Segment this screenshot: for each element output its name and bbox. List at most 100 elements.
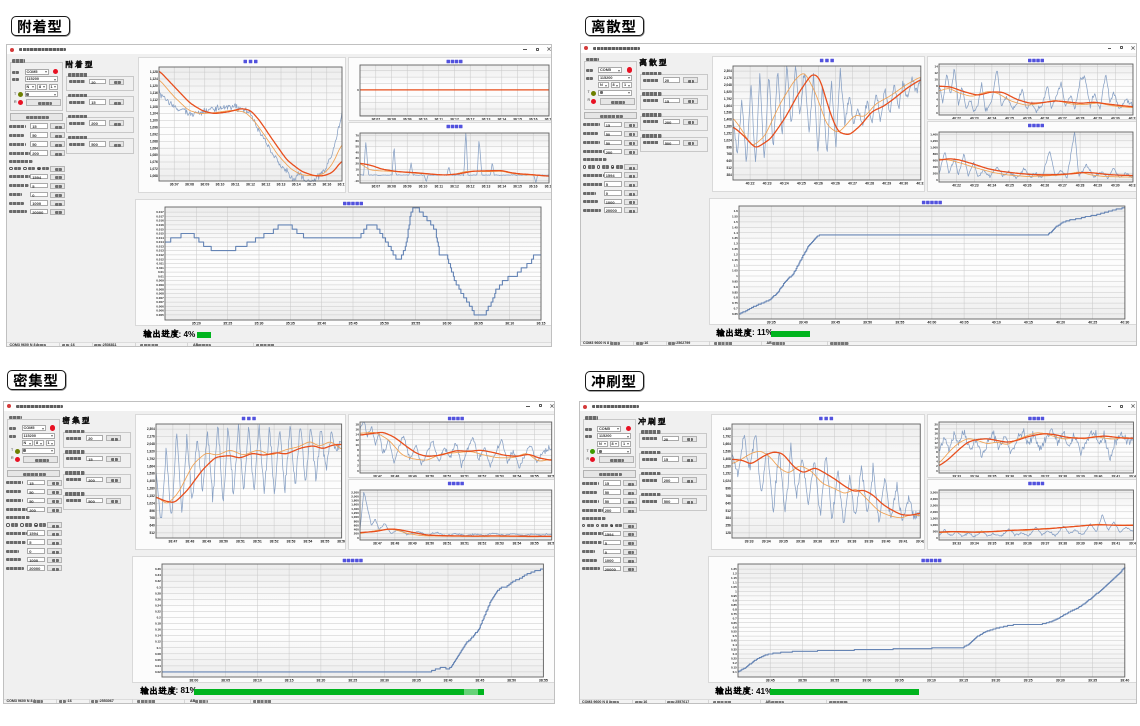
- svg-text:38:48: 38:48: [391, 541, 400, 545]
- svg-text:39:40: 39:40: [1093, 475, 1102, 477]
- svg-text:38:25: 38:25: [348, 678, 357, 681]
- svg-text:1,080: 1,080: [150, 153, 158, 157]
- svg-text:768: 768: [726, 152, 732, 156]
- svg-text:38:56: 38:56: [547, 541, 555, 545]
- svg-text:0: 0: [357, 535, 359, 539]
- svg-text:1,108: 1,108: [150, 105, 158, 109]
- svg-text:40:24: 40:24: [988, 183, 997, 187]
- svg-text:1,500: 1,500: [930, 516, 938, 520]
- svg-text:1,072: 1,072: [150, 167, 158, 171]
- svg-text:38:54: 38:54: [513, 474, 522, 476]
- svg-text:800: 800: [354, 519, 359, 523]
- svg-text:36:09: 36:09: [403, 185, 412, 189]
- svg-text:39:41: 39:41: [1111, 542, 1120, 546]
- svg-text:38:35: 38:35: [412, 678, 421, 681]
- svg-text:800: 800: [933, 151, 938, 155]
- svg-text:0.9: 0.9: [732, 598, 737, 602]
- svg-text:60: 60: [355, 139, 359, 143]
- svg-text:12: 12: [935, 71, 939, 75]
- svg-text:6: 6: [936, 455, 938, 459]
- svg-text:1,920: 1,920: [723, 90, 731, 94]
- svg-text:2,176: 2,176: [147, 434, 155, 438]
- svg-text:1,792: 1,792: [147, 456, 155, 460]
- svg-text:1,024: 1,024: [147, 501, 155, 505]
- svg-text:0.12: 0.12: [155, 639, 161, 643]
- svg-text:1,664: 1,664: [147, 464, 155, 468]
- svg-text:70: 70: [355, 133, 359, 137]
- svg-text:39:38: 39:38: [1058, 542, 1067, 546]
- svg-text:40:30: 40:30: [899, 181, 908, 185]
- svg-text:38:20: 38:20: [316, 678, 325, 681]
- svg-text:1,800: 1,800: [351, 498, 359, 502]
- svg-text:0.3: 0.3: [157, 585, 162, 589]
- svg-text:128: 128: [725, 531, 731, 535]
- svg-text:39:35: 39:35: [987, 475, 996, 477]
- svg-text:1,152: 1,152: [723, 131, 731, 135]
- svg-text:36:12: 36:12: [450, 185, 459, 189]
- svg-text:0.25: 0.25: [730, 657, 736, 661]
- svg-text:40:27: 40:27: [848, 181, 857, 185]
- svg-text:39:36: 39:36: [1005, 475, 1014, 477]
- svg-text:0.01: 0.01: [158, 270, 164, 274]
- svg-text:40:23: 40:23: [970, 183, 979, 187]
- svg-text:39:39: 39:39: [864, 540, 873, 544]
- svg-text:39:36: 39:36: [1023, 475, 1032, 477]
- svg-text:40:00: 40:00: [927, 320, 936, 323]
- svg-text:0: 0: [936, 110, 938, 114]
- svg-text:38:50: 38:50: [798, 679, 807, 682]
- svg-text:39:10: 39:10: [926, 679, 935, 682]
- svg-text:12: 12: [356, 437, 360, 441]
- svg-text:0.75: 0.75: [730, 612, 736, 616]
- svg-text:0.012: 0.012: [156, 253, 164, 257]
- svg-text:38:47: 38:47: [373, 541, 382, 545]
- svg-text:39:37: 39:37: [1040, 542, 1049, 546]
- svg-text:14: 14: [934, 436, 938, 440]
- svg-text:38:45: 38:45: [765, 679, 774, 682]
- svg-text:39:40: 39:40: [798, 320, 807, 323]
- svg-text:36:12: 36:12: [466, 185, 475, 189]
- svg-text:600: 600: [354, 523, 359, 527]
- svg-text:36:17: 36:17: [338, 183, 345, 187]
- svg-text:1,200: 1,200: [930, 138, 938, 142]
- svg-text:39:35: 39:35: [1088, 679, 1097, 682]
- svg-text:39:15: 39:15: [959, 679, 968, 682]
- svg-text:35:55: 35:55: [411, 322, 420, 325]
- svg-text:36:05: 36:05: [474, 322, 483, 325]
- svg-text:38:51: 38:51: [236, 539, 245, 543]
- svg-text:1.25: 1.25: [731, 247, 737, 251]
- svg-text:38:53: 38:53: [495, 474, 504, 476]
- svg-text:1.6: 1.6: [733, 209, 738, 213]
- svg-text:2,200: 2,200: [351, 490, 359, 494]
- svg-text:0.014: 0.014: [156, 236, 164, 240]
- svg-text:512: 512: [726, 166, 732, 170]
- svg-text:0: 0: [936, 177, 938, 181]
- svg-text:40: 40: [355, 150, 359, 154]
- svg-text:39:05: 39:05: [894, 679, 903, 682]
- svg-text:1,536: 1,536: [723, 110, 731, 114]
- svg-text:38:50: 38:50: [425, 541, 434, 545]
- svg-text:10: 10: [356, 443, 360, 447]
- svg-text:36:15: 36:15: [537, 322, 546, 325]
- svg-text:40:22: 40:22: [952, 183, 961, 187]
- svg-text:35:20: 35:20: [192, 322, 201, 325]
- svg-text:1,600: 1,600: [351, 502, 359, 506]
- svg-text:40:25: 40:25: [1005, 116, 1014, 118]
- svg-text:0.011: 0.011: [156, 266, 164, 270]
- svg-text:640: 640: [726, 159, 732, 163]
- svg-text:0.017: 0.017: [156, 214, 164, 218]
- svg-text:40:26: 40:26: [1041, 116, 1050, 118]
- svg-text:0.009: 0.009: [156, 283, 164, 287]
- svg-text:40:25: 40:25: [796, 181, 805, 185]
- svg-text:2,304: 2,304: [723, 69, 731, 73]
- svg-text:36:14: 36:14: [292, 183, 301, 187]
- svg-text:0.5: 0.5: [732, 634, 737, 638]
- svg-text:36:09: 36:09: [200, 183, 209, 187]
- svg-text:36:12: 36:12: [466, 118, 475, 120]
- svg-text:36:16: 36:16: [322, 183, 331, 187]
- svg-text:0.14: 0.14: [155, 633, 161, 637]
- svg-text:10: 10: [935, 77, 939, 81]
- svg-text:2,000: 2,000: [351, 494, 359, 498]
- svg-text:36:14: 36:14: [497, 118, 506, 120]
- svg-text:8: 8: [936, 84, 938, 88]
- svg-text:0.65: 0.65: [731, 312, 737, 316]
